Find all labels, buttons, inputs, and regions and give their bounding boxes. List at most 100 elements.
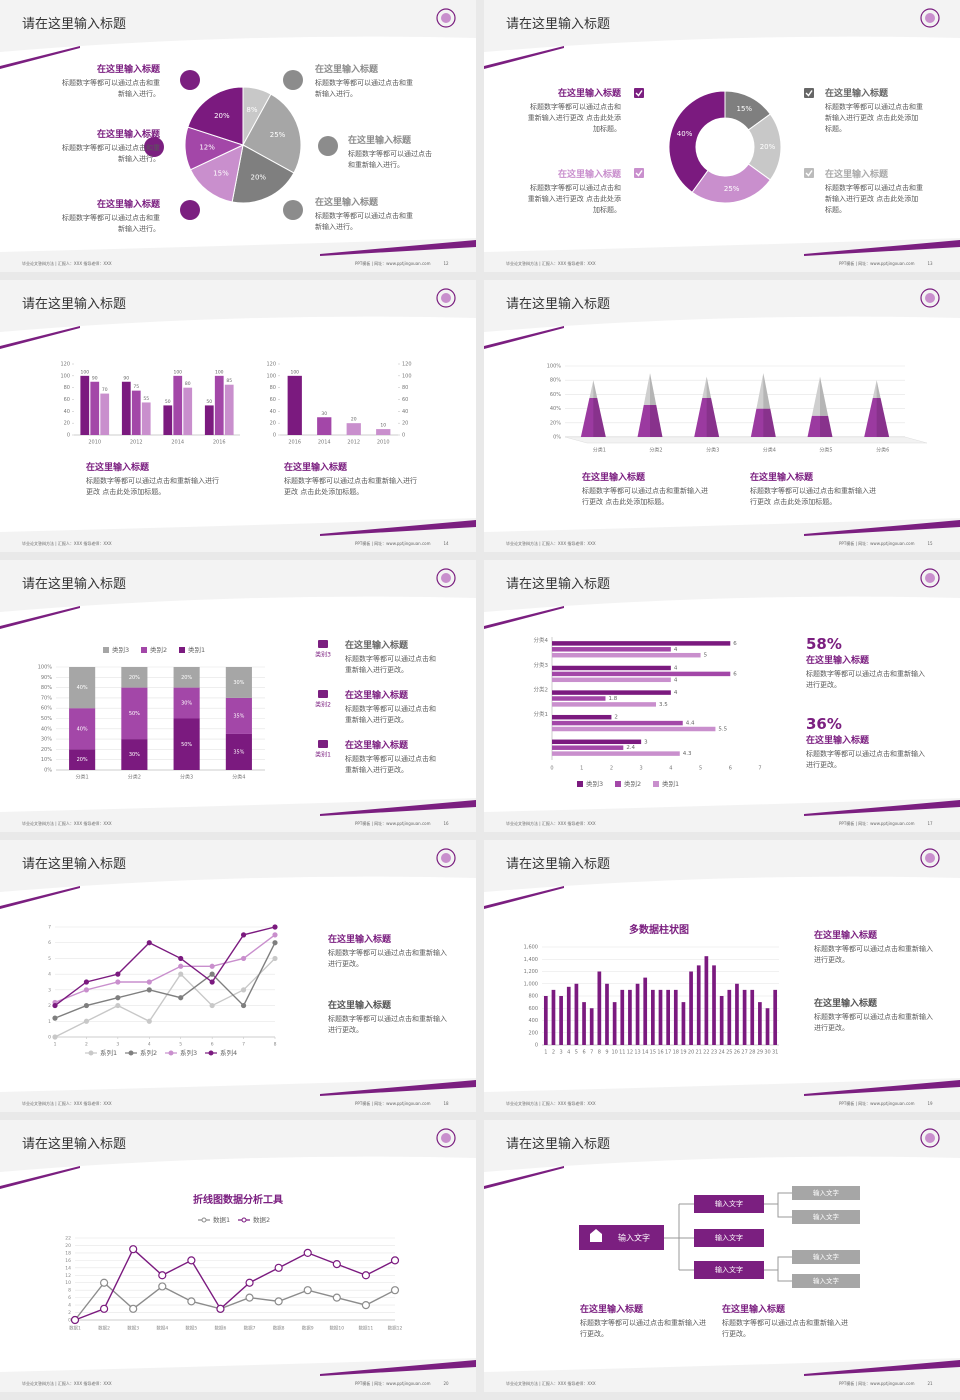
slice bbox=[189, 144, 244, 203]
series-line bbox=[54, 942, 276, 1019]
point bbox=[209, 979, 215, 985]
x-tick-label: 数据2 bbox=[98, 1325, 110, 1332]
icon bbox=[283, 70, 303, 90]
y-tick-label: 80 bbox=[270, 385, 276, 391]
block-heading: 在这里输入标题 bbox=[722, 1305, 786, 1315]
text-block: 在这里输入标题 标题数字等都可以通过点击和重新输入进行更改。 bbox=[328, 932, 453, 970]
x-tick-label: 7 bbox=[242, 1042, 245, 1048]
cone-segment bbox=[643, 373, 657, 406]
bar bbox=[552, 751, 680, 756]
x-tick-label: 分类1 bbox=[76, 774, 89, 781]
slide: 毕业论文答辩方法 | 汇报人：XXX 指导老师：XXX PPT模板 | 网址：ww… bbox=[0, 280, 476, 552]
data-label: 25% bbox=[270, 131, 286, 139]
data-label: 20% bbox=[129, 675, 140, 681]
x-tick-label: 分类4 bbox=[763, 447, 776, 454]
data-label: 100 bbox=[290, 369, 299, 375]
footer-left: 毕业论文答辩方法 | 汇报人：XXX 指导老师：XXX bbox=[506, 820, 596, 826]
y-tick-label: 8 bbox=[68, 1288, 71, 1294]
block-heading: 在这里输入标题 bbox=[825, 170, 889, 180]
point bbox=[390, 1256, 400, 1265]
check bbox=[805, 170, 813, 177]
legend-marker bbox=[128, 1050, 134, 1056]
y-tick-label: 60 bbox=[270, 397, 276, 403]
icon bbox=[318, 740, 328, 748]
icon-tag: 类别3 bbox=[315, 651, 331, 659]
text-block: 在这里输入标题 标题数字等都可以通过点击和重新输入进行更改。 bbox=[814, 996, 939, 1034]
point bbox=[178, 963, 184, 969]
data-label: 40% bbox=[77, 726, 88, 732]
x-tick-label: 16 bbox=[657, 1050, 663, 1056]
x-tick-label: 12 bbox=[627, 1050, 633, 1056]
icon bbox=[283, 200, 303, 220]
point bbox=[240, 987, 247, 993]
footer-band bbox=[0, 1078, 476, 1112]
x-tick-label: 31 bbox=[772, 1050, 778, 1056]
bar-segment bbox=[225, 733, 252, 770]
cone-shade bbox=[820, 376, 829, 416]
block-body: 标题数字等都可以通过点击和重新输入进行更改 点击此处添加标题。 bbox=[527, 184, 621, 214]
y-tick-label: 4 bbox=[48, 972, 51, 978]
y-tick-label: 20 bbox=[402, 421, 408, 427]
connector bbox=[764, 1269, 792, 1282]
y-tick-label: 1 bbox=[48, 1019, 51, 1025]
icon bbox=[144, 137, 164, 157]
footer-left: 毕业论文答辩方法 | 汇报人：XXX 指导老师：XXX bbox=[22, 820, 112, 826]
y-tick-label: 90% bbox=[41, 675, 52, 681]
point bbox=[115, 979, 121, 985]
y-tick-label: 800 bbox=[528, 994, 538, 1000]
point bbox=[115, 995, 121, 1001]
y-tick-label: 1,400 bbox=[524, 957, 538, 963]
point bbox=[115, 1002, 121, 1009]
data-label: 55 bbox=[143, 396, 149, 402]
point bbox=[272, 955, 278, 962]
block-heading: 在这里输入标题 bbox=[580, 1305, 644, 1315]
x-tick-label: 3 bbox=[560, 1050, 563, 1056]
x-tick-label: 2010 bbox=[377, 440, 390, 446]
block-body: 标题数字等都可以通过点击和重新输入进行更改 点击此处添加标题。 bbox=[750, 487, 876, 506]
bar bbox=[163, 405, 173, 435]
header-band bbox=[484, 1120, 960, 1172]
x-tick-label: 5 bbox=[179, 1042, 182, 1048]
footer-accent bbox=[320, 240, 476, 256]
footer-band bbox=[484, 1358, 960, 1392]
bar bbox=[643, 977, 648, 1045]
block-heading: 在这里输入标题 bbox=[814, 999, 878, 1009]
x-tick-label: 2 bbox=[85, 1042, 88, 1048]
bar bbox=[758, 1002, 762, 1045]
point bbox=[83, 1002, 90, 1009]
footer-left: 毕业论文答辩方法 | 汇报人：XXX 指导老师：XXX bbox=[506, 1100, 596, 1106]
slide-title: 请在这里输入标题 bbox=[22, 1137, 127, 1152]
bar bbox=[346, 423, 361, 435]
bar-segment bbox=[225, 697, 252, 734]
logo bbox=[920, 288, 940, 308]
logo bbox=[436, 288, 456, 308]
x-tick-label: 2 bbox=[552, 1050, 555, 1056]
legend-label: 类别1 bbox=[662, 779, 679, 788]
block-heading: 在这里输入标题 bbox=[86, 463, 150, 473]
bar bbox=[552, 739, 642, 745]
data-label: 2 bbox=[614, 715, 618, 721]
x-tick-label: 分类2 bbox=[649, 447, 662, 454]
header-band bbox=[484, 840, 960, 892]
leaf-node bbox=[792, 1274, 860, 1288]
node-label: 输入文字 bbox=[618, 1233, 650, 1243]
x-tick-label: 2016 bbox=[213, 440, 226, 446]
x-tick-label: 6 bbox=[211, 1042, 214, 1048]
text-block: 在这里输入标题 标题数字等都可以通过点击和重新输入进行更改 点击此处添加标题。 bbox=[750, 470, 880, 508]
x-tick-label: 数据9 bbox=[302, 1325, 314, 1332]
slide: 毕业论文答辩方法 | 汇报人：XXX 指导老师：XXX PPT模板 | 网址：ww… bbox=[484, 1120, 960, 1392]
block-body: 标题数字等都可以通过点击和重新输入进行。 bbox=[348, 150, 432, 169]
y-tick-label: 40% bbox=[550, 406, 561, 412]
point bbox=[158, 1282, 167, 1291]
slide: 毕业论文答辩方法 | 汇报人：XXX 指导老师：XXX PPT模板 | 网址：ww… bbox=[0, 1120, 476, 1392]
x-tick-label: 分类5 bbox=[819, 447, 832, 454]
x-tick-label: 0 bbox=[550, 766, 553, 772]
node-label: 输入文字 bbox=[813, 1188, 840, 1197]
block-body: 标题数字等都可以通过点击和重新输入进行更改。 bbox=[328, 1015, 447, 1034]
slide-canvas: 毕业论文答辩方法 | 汇报人：XXX 指导老师：XXX PPT模板 | 网址：ww… bbox=[0, 840, 476, 1112]
block-body: 标题数字等都可以通过点击和重新输入进行更改。 bbox=[806, 670, 925, 689]
checkbox bbox=[634, 88, 644, 98]
block-heading: 在这里输入标题 bbox=[345, 741, 409, 751]
bar bbox=[605, 983, 609, 1045]
data-label: 35% bbox=[233, 749, 244, 755]
